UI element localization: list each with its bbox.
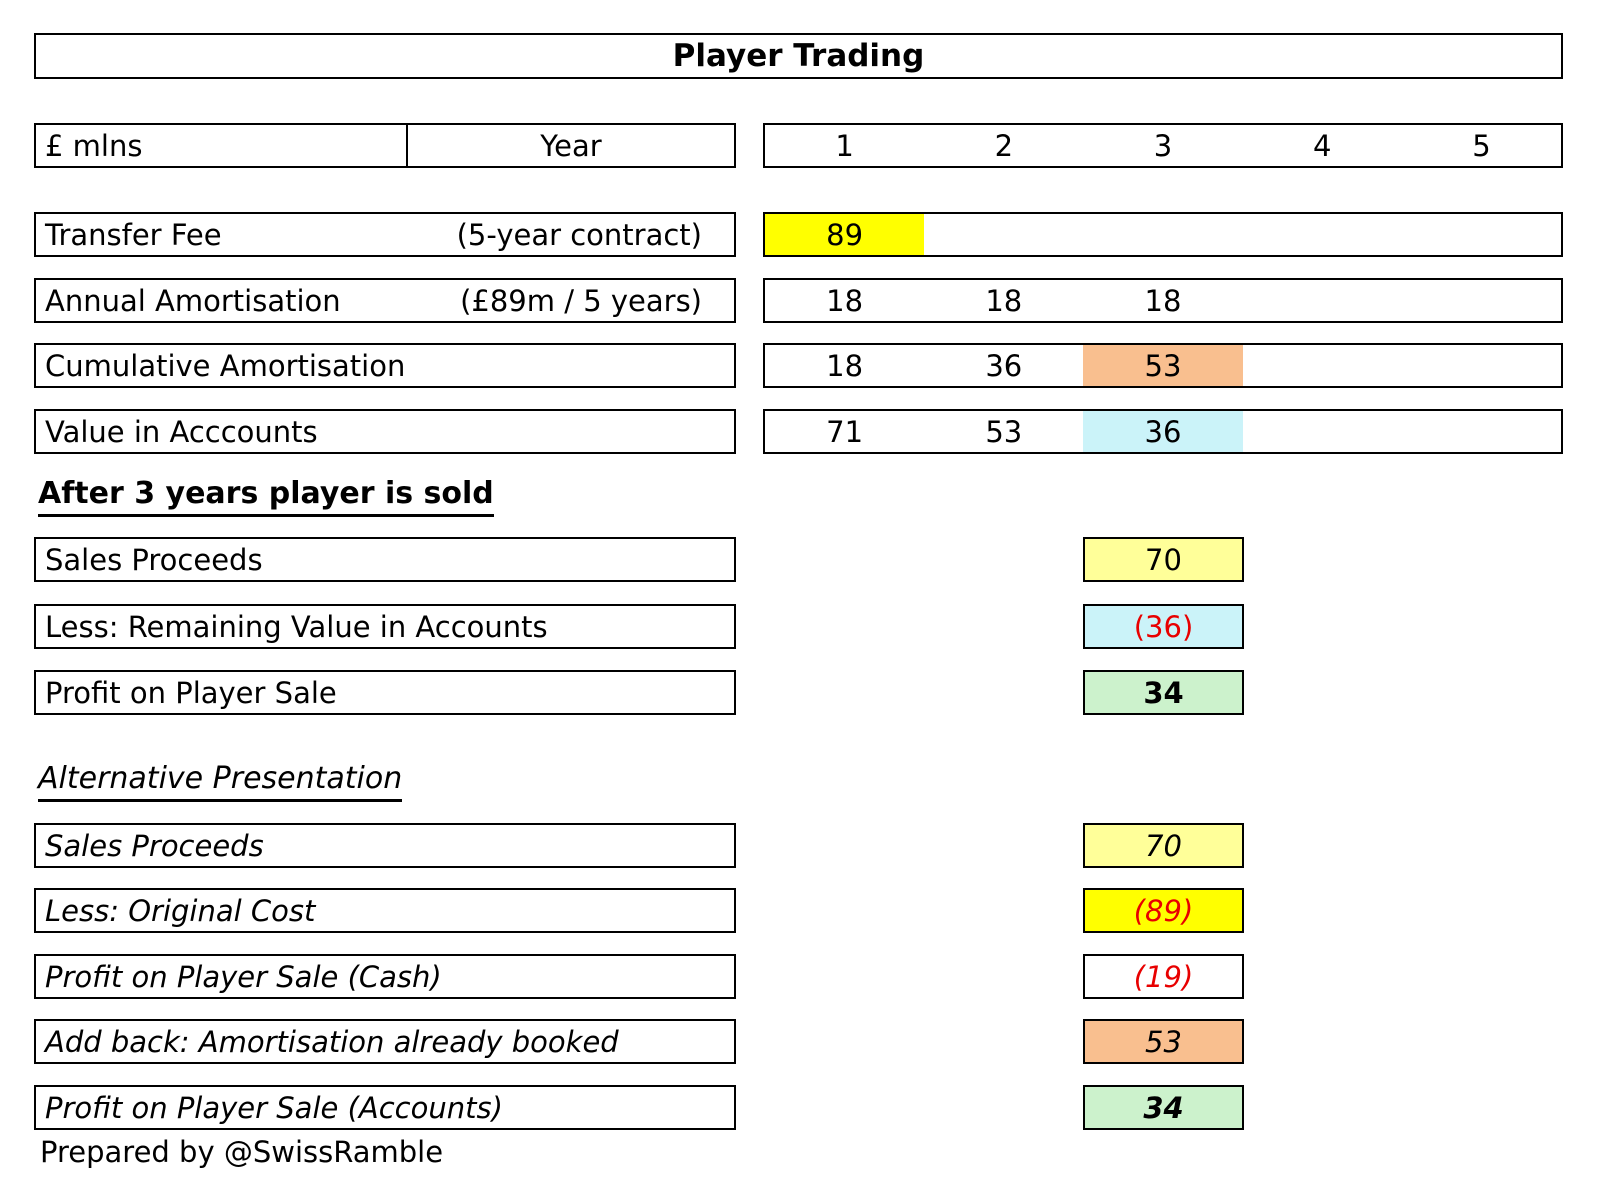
footer-credit: Prepared by @SwissRamble bbox=[40, 1135, 444, 1169]
table-cell: 36 bbox=[1083, 411, 1243, 452]
row-label-value-in-accounts: Value in Acccounts bbox=[34, 409, 736, 454]
row-label-less-original-cost: Less: Original Cost bbox=[34, 888, 736, 933]
row-label-add-back-amortisation: Add back: Amortisation already booked bbox=[34, 1019, 736, 1064]
row-label: Sales Proceeds bbox=[45, 828, 264, 863]
row-label-cumulative-amortisation: Cumulative Amortisation bbox=[34, 343, 736, 388]
page-title: Player Trading bbox=[672, 38, 925, 74]
year-col-4: 4 bbox=[1312, 128, 1332, 163]
row-data-cumulative-amortisation: 18 36 53 bbox=[763, 343, 1563, 388]
value-cell-profit-accounts: 34 bbox=[1083, 1085, 1244, 1130]
row-label: Profit on Player Sale (Accounts) bbox=[45, 1090, 503, 1125]
row-data-transfer-fee: 89 bbox=[763, 212, 1563, 257]
row-label-transfer-fee: Transfer Fee (5-year contract) bbox=[34, 212, 736, 257]
row-label-profit-cash: Profit on Player Sale (Cash) bbox=[34, 954, 736, 999]
row-data-value-in-accounts: 71 53 36 bbox=[763, 409, 1563, 454]
year-col-5: 5 bbox=[1472, 128, 1491, 163]
value-cell-less-original-cost: (89) bbox=[1083, 888, 1244, 933]
row-data-annual-amortisation: 18 18 18 bbox=[763, 278, 1563, 323]
row-note: (5-year contract) bbox=[456, 217, 702, 252]
value-cell-profit-on-player-sale: 34 bbox=[1083, 670, 1244, 715]
year-col-1: 1 bbox=[835, 128, 854, 163]
table-cell: 53 bbox=[1083, 345, 1243, 386]
table-cell bbox=[1243, 214, 1402, 255]
table-cell: 18 bbox=[985, 283, 1023, 318]
row-label-sales-proceeds-alt: Sales Proceeds bbox=[34, 823, 736, 868]
value-cell-sales-proceeds-alt: 70 bbox=[1083, 823, 1244, 868]
row-label-profit-accounts: Profit on Player Sale (Accounts) bbox=[34, 1085, 736, 1130]
table-cell: 18 bbox=[826, 348, 864, 383]
value-cell-less-remaining-value: (36) bbox=[1083, 604, 1244, 649]
year-col-3: 3 bbox=[1153, 128, 1173, 163]
row-label: Annual Amortisation bbox=[45, 283, 341, 318]
table-cell: 89 bbox=[765, 214, 925, 255]
table-cell: 36 bbox=[985, 348, 1023, 383]
row-label-annual-amortisation: Annual Amortisation (£89m / 5 years) bbox=[34, 278, 736, 323]
row-label-sales-proceeds: Sales Proceeds bbox=[34, 537, 736, 582]
table-cell bbox=[1243, 280, 1402, 321]
table-cell bbox=[1243, 345, 1402, 386]
units-label: £ mlns bbox=[36, 125, 408, 166]
title-box: Player Trading bbox=[34, 33, 1563, 79]
table-cell bbox=[1402, 214, 1561, 255]
row-label: Sales Proceeds bbox=[45, 542, 263, 577]
row-note: (£89m / 5 years) bbox=[460, 283, 702, 318]
year-col-2: 2 bbox=[994, 128, 1014, 163]
row-label-profit-on-player-sale: Profit on Player Sale bbox=[34, 670, 736, 715]
table-cell: 18 bbox=[1144, 283, 1182, 318]
row-label: Profit on Player Sale bbox=[45, 675, 337, 710]
table-cell bbox=[1402, 280, 1561, 321]
row-label: Transfer Fee bbox=[45, 217, 222, 252]
header-row-left: £ mlns Year bbox=[34, 123, 736, 168]
value-cell-sales-proceeds: 70 bbox=[1083, 537, 1244, 582]
row-label: Cumulative Amortisation bbox=[45, 348, 406, 383]
year-header-columns: 1 2 3 4 5 bbox=[763, 123, 1563, 168]
section-heading-alternative-presentation: Alternative Presentation bbox=[38, 762, 403, 802]
table-cell bbox=[924, 214, 1083, 255]
value-cell-add-back-amortisation: 53 bbox=[1083, 1019, 1244, 1064]
table-cell: 71 bbox=[826, 414, 864, 449]
value-cell-profit-cash: (19) bbox=[1083, 954, 1244, 999]
row-label: Add back: Amortisation already booked bbox=[45, 1024, 619, 1059]
section-heading-after-3-years: After 3 years player is sold bbox=[38, 477, 494, 517]
row-label: Profit on Player Sale (Cash) bbox=[45, 959, 442, 994]
table-cell: 53 bbox=[985, 414, 1023, 449]
row-label: Less: Original Cost bbox=[45, 893, 316, 928]
table-cell bbox=[1402, 411, 1561, 452]
section-heading-text: After 3 years player is sold bbox=[38, 477, 494, 517]
section-heading-text: Alternative Presentation bbox=[38, 762, 403, 802]
table-cell bbox=[1083, 214, 1242, 255]
row-label-less-remaining-value: Less: Remaining Value in Accounts bbox=[34, 604, 736, 649]
row-label: Less: Remaining Value in Accounts bbox=[45, 609, 548, 644]
table-cell bbox=[1243, 411, 1402, 452]
row-label: Value in Acccounts bbox=[45, 414, 318, 449]
table-cell bbox=[1402, 345, 1561, 386]
year-header-label: Year bbox=[540, 128, 602, 163]
table-cell: 18 bbox=[826, 283, 864, 318]
